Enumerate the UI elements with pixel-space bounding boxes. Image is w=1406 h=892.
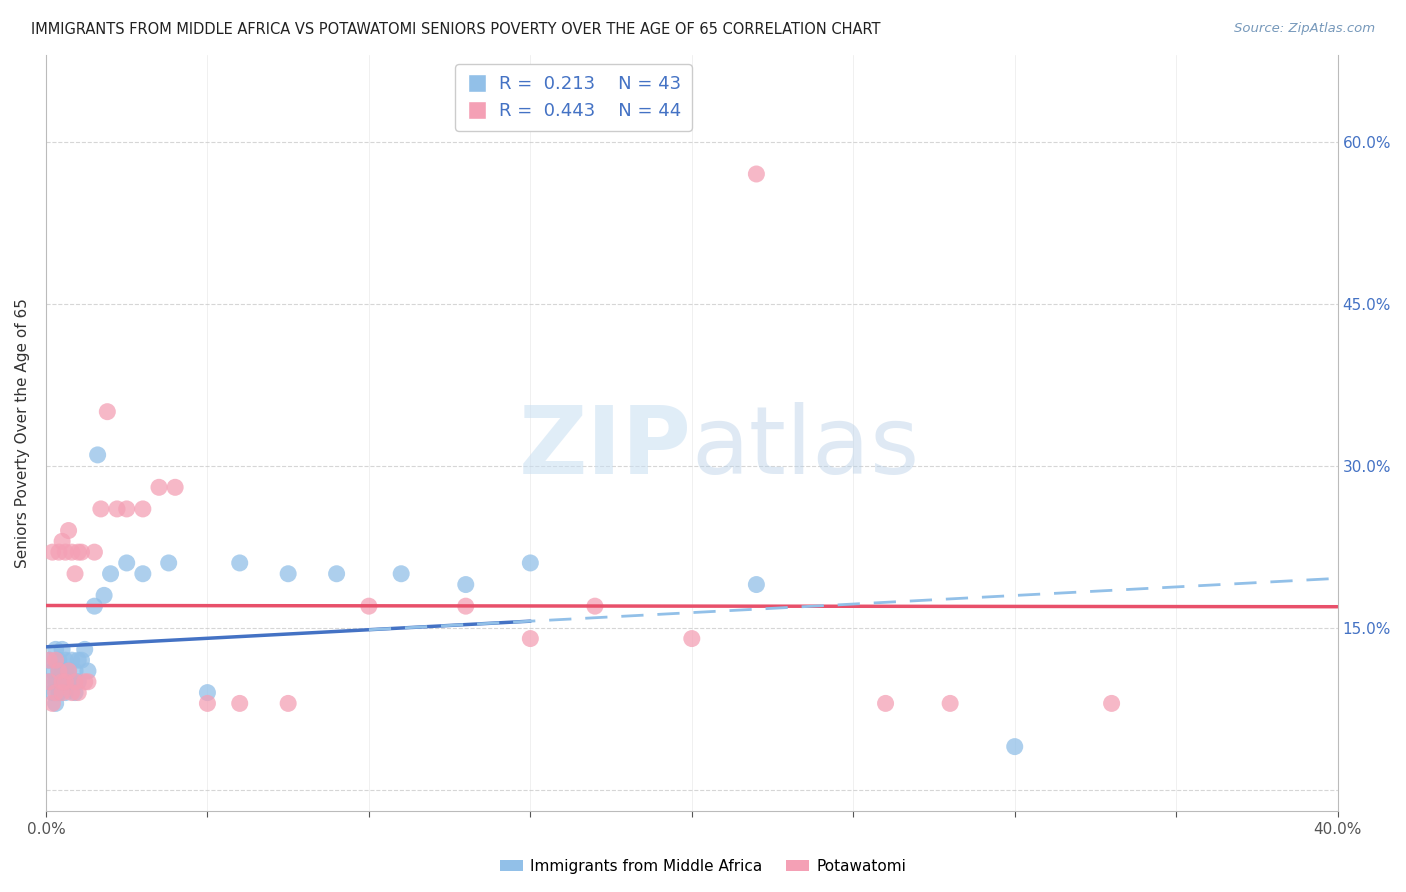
Point xyxy=(1004,739,1026,754)
Point xyxy=(73,642,96,657)
Text: atlas: atlas xyxy=(692,402,920,494)
Point xyxy=(357,599,380,614)
Point xyxy=(51,642,73,657)
Point xyxy=(115,556,138,570)
Point xyxy=(48,653,70,667)
Point xyxy=(105,502,128,516)
Point xyxy=(197,697,219,711)
Point xyxy=(58,664,80,678)
Point xyxy=(745,167,768,181)
Point xyxy=(519,556,541,570)
Point xyxy=(939,697,962,711)
Point xyxy=(63,674,86,689)
Point xyxy=(48,685,70,699)
Point xyxy=(745,577,768,591)
Point xyxy=(45,653,67,667)
Point xyxy=(148,480,170,494)
Point xyxy=(58,674,80,689)
Point xyxy=(41,697,63,711)
Point xyxy=(41,545,63,559)
Point xyxy=(73,674,96,689)
Point xyxy=(51,685,73,699)
Point xyxy=(132,566,155,581)
Point xyxy=(53,685,76,699)
Point xyxy=(48,545,70,559)
Legend: R =  0.213    N = 43, R =  0.443    N = 44: R = 0.213 N = 43, R = 0.443 N = 44 xyxy=(456,64,692,131)
Point xyxy=(53,653,76,667)
Point xyxy=(53,664,76,678)
Point xyxy=(90,502,112,516)
Point xyxy=(228,556,250,570)
Point xyxy=(157,556,180,570)
Point xyxy=(45,697,67,711)
Point xyxy=(96,405,118,419)
Point xyxy=(67,545,90,559)
Point xyxy=(100,566,122,581)
Point xyxy=(70,653,93,667)
Point xyxy=(325,566,347,581)
Point xyxy=(277,697,299,711)
Point xyxy=(454,599,477,614)
Point xyxy=(583,599,606,614)
Point xyxy=(38,653,60,667)
Point xyxy=(48,664,70,678)
Point xyxy=(77,664,100,678)
Point xyxy=(51,534,73,549)
Point xyxy=(83,599,105,614)
Point xyxy=(519,632,541,646)
Point xyxy=(53,674,76,689)
Point xyxy=(45,674,67,689)
Point xyxy=(58,524,80,538)
Text: IMMIGRANTS FROM MIDDLE AFRICA VS POTAWATOMI SENIORS POVERTY OVER THE AGE OF 65 C: IMMIGRANTS FROM MIDDLE AFRICA VS POTAWAT… xyxy=(31,22,880,37)
Point xyxy=(132,502,155,516)
Point xyxy=(115,502,138,516)
Point xyxy=(58,664,80,678)
Point xyxy=(83,545,105,559)
Point xyxy=(51,674,73,689)
Point xyxy=(197,685,219,699)
Point xyxy=(389,566,412,581)
Point xyxy=(60,674,83,689)
Legend: Immigrants from Middle Africa, Potawatomi: Immigrants from Middle Africa, Potawatom… xyxy=(494,853,912,880)
Point xyxy=(60,545,83,559)
Point xyxy=(41,685,63,699)
Point xyxy=(38,674,60,689)
Point xyxy=(93,588,115,602)
Point xyxy=(51,664,73,678)
Point xyxy=(45,685,67,699)
Point xyxy=(67,674,90,689)
Point xyxy=(67,685,90,699)
Point xyxy=(60,685,83,699)
Point xyxy=(228,697,250,711)
Point xyxy=(63,664,86,678)
Point xyxy=(53,545,76,559)
Point xyxy=(681,632,703,646)
Point xyxy=(45,642,67,657)
Point xyxy=(63,685,86,699)
Point xyxy=(454,577,477,591)
Point xyxy=(48,664,70,678)
Point xyxy=(875,697,897,711)
Point xyxy=(86,448,108,462)
Point xyxy=(77,674,100,689)
Point xyxy=(1101,697,1123,711)
Point xyxy=(38,674,60,689)
Point xyxy=(51,674,73,689)
Point xyxy=(63,566,86,581)
Point xyxy=(277,566,299,581)
Point xyxy=(70,545,93,559)
Y-axis label: Seniors Poverty Over the Age of 65: Seniors Poverty Over the Age of 65 xyxy=(15,298,30,568)
Text: Source: ZipAtlas.com: Source: ZipAtlas.com xyxy=(1234,22,1375,36)
Text: ZIP: ZIP xyxy=(519,402,692,494)
Point xyxy=(60,653,83,667)
Point xyxy=(41,664,63,678)
Point xyxy=(165,480,187,494)
Point xyxy=(38,653,60,667)
Point xyxy=(67,653,90,667)
